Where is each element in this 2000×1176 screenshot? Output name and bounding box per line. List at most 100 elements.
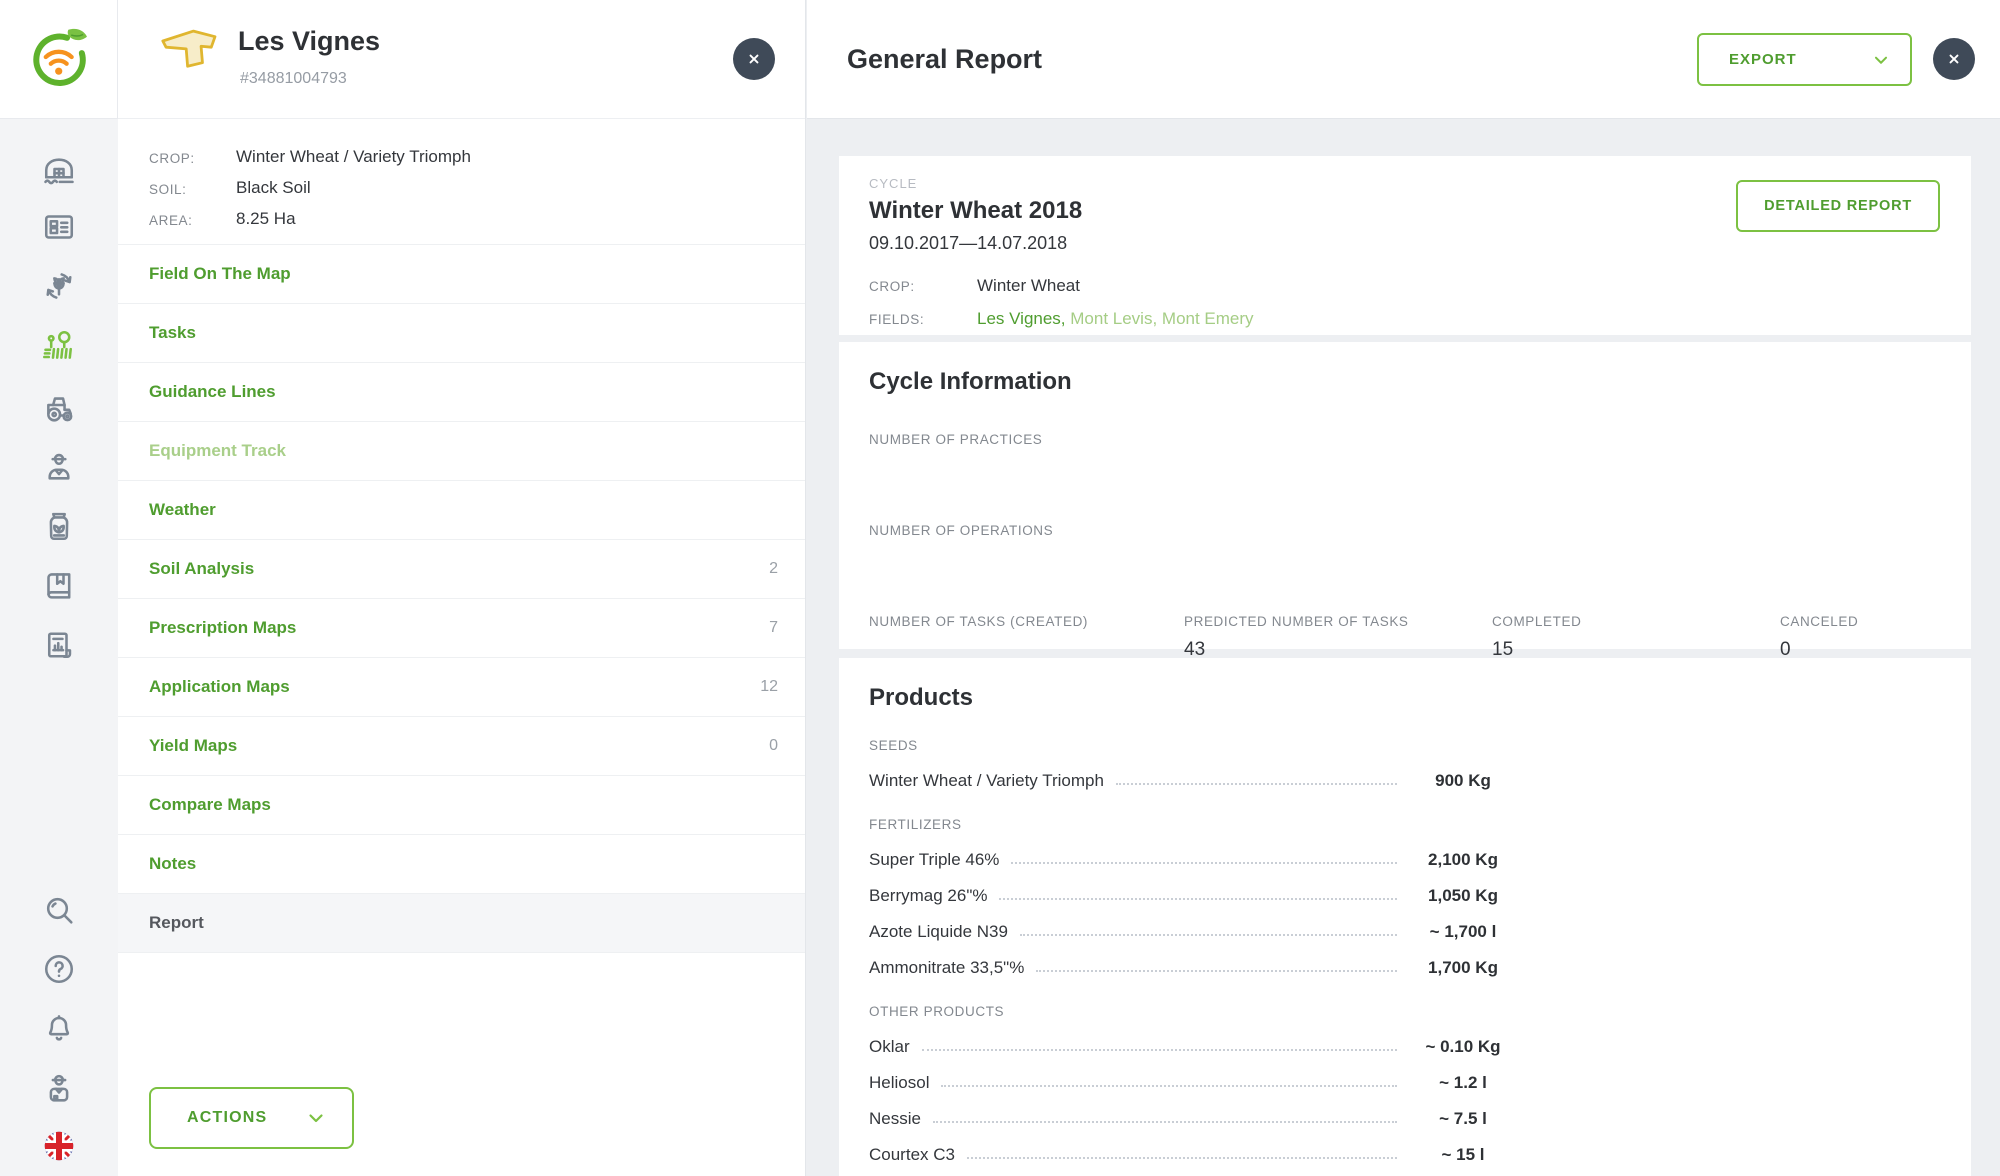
report-close-button[interactable] [1933,38,1975,80]
detailed-report-button-label: DETAILED REPORT [1764,198,1912,214]
cycle-field-links-secondary[interactable]: Mont Levis, Mont Emery [1066,309,1254,328]
dotted-leader [1020,934,1397,936]
menu-item-equipment-track[interactable]: Equipment Track [118,422,805,481]
farm-icon[interactable] [39,149,79,189]
product-row: Berrymag 26"% 1,050 Kg [869,872,1529,908]
area-value: 8.25 Ha [236,204,296,235]
menu-item-compare-maps[interactable]: Compare Maps [118,776,805,835]
field-info-soil: SOIL: Black Soil [149,173,805,204]
cycle-dates: 09.10.2017—14.07.2018 [869,233,1971,254]
help-icon[interactable] [39,949,79,989]
seeds-group-label: SEEDS [869,738,1971,753]
menu-item-yield-maps[interactable]: Yield Maps 0 [118,717,805,776]
uk-flag-icon[interactable] [39,1126,79,1166]
stat-canceled: CANCELED 0 [1780,614,1971,661]
actions-button-label: ACTIONS [187,1109,267,1127]
product-row: Ammonitrate 33,5"% 1,700 Kg [869,944,1529,980]
close-icon [1943,48,1965,70]
tasks-stats-row: NUMBER OF TASKS (CREATED) PREDICTED NUMB… [869,614,1971,661]
dotted-leader [967,1157,1397,1159]
yield-maps-count: 0 [769,737,778,755]
menu-item-prescription-maps[interactable]: Prescription Maps 7 [118,599,805,658]
cycle-crop-value: Winter Wheat [977,276,1080,296]
export-button-label: EXPORT [1729,51,1797,68]
field-menu: Field On The Map Tasks Guidance Lines Eq… [118,244,805,953]
dotted-leader [941,1085,1397,1087]
cycle-information-title: Cycle Information [839,342,1971,396]
cycle-fields-label: FIELDS: [869,309,977,329]
report-body: CYCLE Winter Wheat 2018 09.10.2017—14.07… [807,120,2000,1176]
field-shape-icon [160,28,222,76]
product-row: Super Triple 46% 2,100 Kg [869,836,1529,872]
soil-value: Black Soil [236,173,311,204]
field-info: CROP: Winter Wheat / Variety Triomph SOI… [118,119,805,235]
field-info-area: AREA: 8.25 Ha [149,204,805,235]
fields-list-icon[interactable] [39,207,79,247]
number-of-practices-label: NUMBER OF PRACTICES [869,432,1971,447]
dotted-leader [999,898,1397,900]
dotted-leader [922,1049,1397,1051]
chevron-down-icon [1870,49,1892,71]
product-row: Winter Wheat / Variety Triomph 900 Kg [869,757,1529,793]
product-row: Heliosol ~ 1.2 l [869,1059,1529,1095]
chevron-down-icon [304,1106,328,1130]
menu-item-guidance-lines[interactable]: Guidance Lines [118,363,805,422]
seed-bag-icon[interactable] [39,506,79,546]
field-id: #34881004793 [240,70,347,88]
menu-item-tasks[interactable]: Tasks [118,304,805,363]
cycle-crop-label: CROP: [869,276,977,296]
cycle-fields-row: FIELDS: Les Vignes, Mont Levis, Mont Eme… [869,309,1971,329]
app-logo[interactable] [0,0,118,119]
dotted-leader [933,1121,1397,1123]
application-maps-count: 12 [760,678,778,696]
menu-item-soil-analysis[interactable]: Soil Analysis 2 [118,540,805,599]
app-screen: Les Vignes #34881004793 CROP: Winter Whe… [0,0,2000,1176]
actions-button[interactable]: ACTIONS [149,1087,354,1149]
crop-label: CROP: [149,142,236,173]
area-label: AREA: [149,204,236,235]
close-icon [743,48,765,70]
field-title: Les Vignes [238,26,380,57]
export-button[interactable]: EXPORT [1697,33,1912,86]
dotted-leader [1036,970,1397,972]
product-row: Azote Liquide N39 ~ 1,700 l [869,908,1529,944]
cycle-field-link-primary[interactable]: Les Vignes, [977,309,1066,328]
cycle-crop-row: CROP: Winter Wheat [869,276,1971,296]
product-row: Oklar ~ 0.10 Kg [869,1023,1529,1059]
product-row: Nessie ~ 7.5 l [869,1095,1529,1131]
other-products-group-label: OTHER PRODUCTS [869,1004,1971,1019]
number-of-operations-label: NUMBER OF OPERATIONS [869,523,1971,538]
dotted-leader [1116,783,1397,785]
workers-icon[interactable] [39,446,79,486]
search-icon[interactable] [39,890,79,930]
menu-item-application-maps[interactable]: Application Maps 12 [118,658,805,717]
reports-icon[interactable] [39,625,79,665]
fieldbook-icon[interactable] [39,566,79,606]
products-card: Products SEEDS Winter Wheat / Variety Tr… [839,658,1971,1176]
fertilizers-group-label: FERTILIZERS [869,817,1971,832]
field-panel-header: Les Vignes #34881004793 [118,0,805,119]
cycle-summary-card: CYCLE Winter Wheat 2018 09.10.2017—14.07… [839,156,1971,335]
icon-rail [0,0,118,1176]
dotted-leader [1011,862,1397,864]
menu-item-notes[interactable]: Notes [118,835,805,894]
detailed-report-button[interactable]: DETAILED REPORT [1736,180,1940,232]
stat-predicted-tasks: PREDICTED NUMBER OF TASKS 43 [1184,614,1492,661]
cycle-information-card: Cycle Information NUMBER OF PRACTICES NU… [839,342,1971,649]
menu-item-weather[interactable]: Weather [118,481,805,540]
prescription-maps-count: 7 [769,619,778,637]
notifications-icon[interactable] [39,1007,79,1047]
stat-completed: COMPLETED 15 [1492,614,1780,661]
vehicles-icon[interactable] [39,388,79,428]
efarmer-logo-icon [26,26,92,92]
field-tree-icon[interactable] [39,325,79,365]
products-title: Products [839,658,1971,712]
report-area: General Report EXPORT CYCLE Winter Wheat… [807,0,2000,1176]
menu-item-field-on-the-map[interactable]: Field On The Map [118,245,805,304]
profile-icon[interactable] [39,1068,79,1108]
menu-item-report[interactable]: Report [118,894,805,953]
stat-tasks-created: NUMBER OF TASKS (CREATED) [869,614,1184,661]
crop-rotation-icon[interactable] [39,266,79,306]
product-row: Courtex C3 ~ 15 l [869,1131,1529,1167]
field-panel-close-button[interactable] [733,38,775,80]
